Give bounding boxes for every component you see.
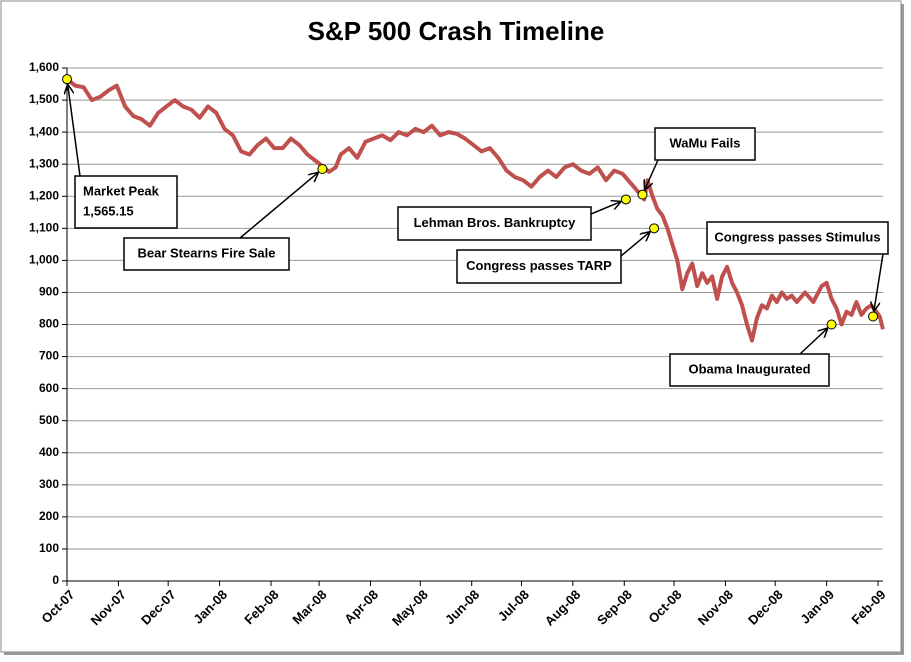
y-tick-label: 900: [39, 285, 59, 299]
y-tick-label: 1,200: [29, 188, 59, 202]
y-tick-label: 700: [39, 349, 59, 363]
chart-title: S&P 500 Crash Timeline: [308, 16, 605, 46]
annotation-label: Congress passes TARP: [466, 258, 612, 273]
annotation-label: Congress passes Stimulus: [714, 229, 880, 244]
annotation-box: [669, 353, 830, 387]
annotation-box: [654, 127, 756, 161]
y-tick-label: 1,600: [29, 60, 59, 74]
y-tick-label: 500: [39, 413, 59, 427]
y-tick-label: 800: [39, 317, 59, 331]
annotation-box: [74, 175, 178, 229]
annotation-point: [868, 311, 879, 322]
annotation-point: [62, 74, 72, 85]
frame: [0, 0, 902, 653]
annotation-arrow: [799, 329, 827, 355]
annotation-arrow: [590, 202, 620, 215]
annotation-arrow: [68, 85, 81, 177]
annotation-box: [397, 206, 592, 241]
annotation-box: [456, 249, 622, 284]
y-tick-label: 600: [39, 381, 59, 395]
annotation-label: Lehman Bros. Bankruptcy: [414, 215, 577, 230]
annotation-box: [123, 237, 290, 271]
annotation-label: Obama Inaugurated: [688, 361, 810, 376]
annotation-arrow: [874, 253, 884, 311]
line-series: [65, 77, 885, 343]
y-tick-label: 200: [39, 509, 59, 523]
annotation-point: [620, 194, 631, 205]
annotation-label: Bear Stearns Fire Sale: [137, 245, 275, 260]
annotation-label: 1,565.15: [83, 203, 134, 218]
y-tick-label: 300: [39, 477, 59, 491]
y-tick-label: 0: [52, 573, 59, 587]
annotation-point: [649, 223, 660, 234]
annotation-point: [826, 319, 837, 330]
annotation-box: [706, 221, 889, 255]
y-tick-label: 400: [39, 445, 59, 459]
annotation-label: WaMu Fails: [669, 135, 740, 150]
y-tick-label: 1,400: [29, 124, 59, 138]
y-tick-label: 1,300: [29, 156, 59, 170]
annotation-point: [317, 163, 328, 174]
y-tick-label: 1,100: [29, 220, 59, 234]
annotation-arrow: [239, 173, 318, 239]
annotation-arrow: [645, 159, 659, 189]
annotation-arrow: [620, 232, 650, 257]
y-tick-label: 1,000: [29, 253, 59, 267]
annotation-point: [637, 189, 648, 200]
y-tick-label: 100: [39, 541, 59, 555]
annotation-label: Market Peak: [83, 183, 160, 198]
y-tick-label: 1,500: [29, 92, 59, 106]
